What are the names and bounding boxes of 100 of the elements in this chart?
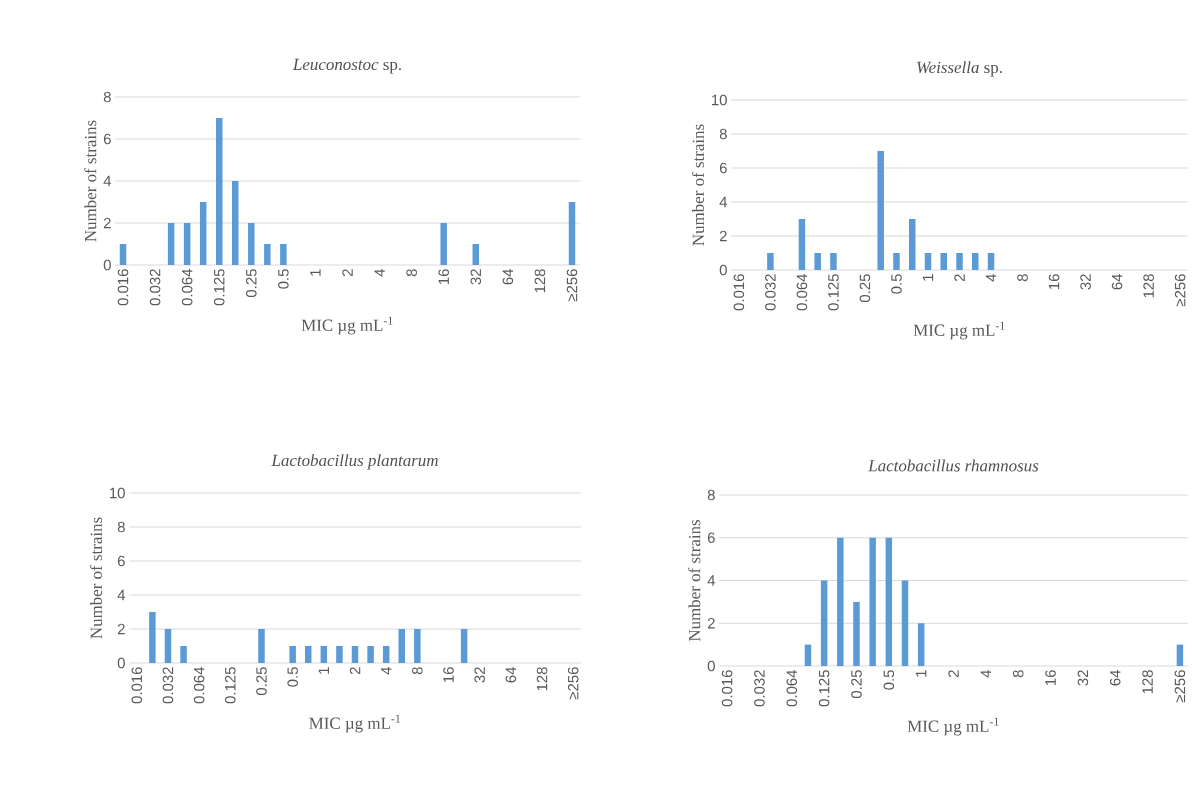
x-tick-label: 128 xyxy=(534,269,546,293)
bar xyxy=(814,252,821,270)
x-tick-label: 4 xyxy=(381,666,392,675)
x-tick-label: 8 xyxy=(1017,274,1028,282)
x-tick-label: 1 xyxy=(310,269,321,276)
bar xyxy=(924,252,932,270)
x-tick-label: 0.125 xyxy=(828,274,839,311)
chart-title: Lactobacillus plantarum xyxy=(271,454,438,470)
x-tick-label: 128 xyxy=(536,667,548,691)
y-tick-label: 8 xyxy=(103,91,111,103)
x-tick-label: 4 xyxy=(985,273,997,282)
x-tick-label: 0.032 xyxy=(754,670,765,707)
y-axis-title: Number of strains xyxy=(89,517,103,639)
x-tick-label: 0.5 xyxy=(287,667,298,687)
x-tick-label: 1 xyxy=(318,667,329,674)
y-tick-label: 2 xyxy=(719,230,727,242)
bar xyxy=(568,201,576,265)
bar xyxy=(767,252,774,270)
x-tick-label: 8 xyxy=(1012,670,1024,678)
bar xyxy=(280,243,287,265)
bar xyxy=(149,612,156,663)
x-tick-label: ≥256 xyxy=(566,269,578,302)
bar xyxy=(167,222,175,265)
x-tick-label: 32 xyxy=(474,667,485,683)
bar xyxy=(798,218,806,270)
y-tick-label: 8 xyxy=(707,489,715,501)
y-tick-label: 6 xyxy=(103,133,111,145)
x-tick-label: 4 xyxy=(980,669,991,678)
x-tick-label: 32 xyxy=(1077,670,1089,686)
bar xyxy=(901,580,909,666)
x-tick-label: 2 xyxy=(954,274,965,282)
x-tick-label: 0.032 xyxy=(149,269,161,306)
bar xyxy=(820,580,828,666)
x-tick-label: 1 xyxy=(916,670,927,677)
bar xyxy=(804,644,812,666)
x-tick-label: 128 xyxy=(1143,274,1154,298)
bar xyxy=(258,629,265,663)
x-tick-label: 64 xyxy=(1111,273,1123,290)
x-tick-label: 0.032 xyxy=(162,667,174,704)
y-tick-label: 10 xyxy=(110,487,125,499)
y-axis-title: Number of strains xyxy=(688,519,701,642)
x-tick-label: ≥256 xyxy=(567,667,579,700)
bar xyxy=(119,243,127,265)
x-tick-label: 0.032 xyxy=(765,274,776,311)
bar xyxy=(336,646,343,663)
x-tick-label: 0.25 xyxy=(256,667,267,696)
x-tick-label: 0.064 xyxy=(796,273,808,311)
x-tick-label: 0.25 xyxy=(246,269,257,298)
bar xyxy=(853,601,860,666)
y-tick-label: 4 xyxy=(117,589,126,601)
y-tick-label: 4 xyxy=(719,196,728,208)
x-tick-label: 0.5 xyxy=(883,670,895,690)
bar xyxy=(215,117,223,265)
x-tick-label: 64 xyxy=(505,666,517,683)
bar xyxy=(398,629,406,663)
bar xyxy=(472,243,480,265)
x-tick-label: 8 xyxy=(412,667,423,675)
bar xyxy=(893,252,900,270)
y-tick-label: 6 xyxy=(719,162,727,174)
x-tick-label: 0.016 xyxy=(733,274,745,311)
x-tick-label: 0.5 xyxy=(891,274,902,294)
bar xyxy=(164,629,172,663)
y-tick-label: 2 xyxy=(103,217,111,229)
y-tick-label: 8 xyxy=(719,128,727,140)
x-tick-label: 0.064 xyxy=(193,666,205,704)
x-tick-label: 0.016 xyxy=(131,667,143,704)
x-axis-title: MIC µg mL$^{-1}$ xyxy=(309,714,401,733)
y-tick-label: 6 xyxy=(117,555,125,567)
bar xyxy=(320,646,328,663)
chart-title: Weissella sp. xyxy=(917,61,1002,77)
bar xyxy=(248,222,255,265)
bar xyxy=(917,623,925,666)
x-tick-label: 0.064 xyxy=(181,268,193,306)
x-tick-label: 16 xyxy=(438,269,449,284)
bar xyxy=(382,646,390,663)
y-tick-label: 0 xyxy=(103,259,111,271)
x-tick-label: 2 xyxy=(349,667,361,675)
bar xyxy=(908,218,916,270)
x-tick-label: 16 xyxy=(443,667,454,682)
y-tick-label: 2 xyxy=(707,618,715,629)
bar xyxy=(956,252,963,270)
x-tick-label: ≥256 xyxy=(1174,670,1186,703)
y-tick-label: 4 xyxy=(103,175,112,187)
x-axis-title: MIC µg mL$^{-1}$ xyxy=(301,316,393,335)
x-tick-label: 8 xyxy=(406,269,417,277)
bar xyxy=(351,646,359,663)
x-tick-label: 16 xyxy=(1045,670,1056,685)
x-tick-label: 0.125 xyxy=(818,670,830,707)
bar xyxy=(460,629,468,663)
bar xyxy=(869,537,876,666)
y-axis-title: Number of strains xyxy=(84,120,97,242)
chart-title: Lactobacillus rhamnosus xyxy=(868,459,1039,472)
x-axis-title: MIC µg mL$^{-1}$ xyxy=(907,717,999,736)
bar xyxy=(264,243,271,265)
x-tick-label: 0.064 xyxy=(786,669,798,707)
x-tick-label: 128 xyxy=(1142,670,1153,694)
y-tick-label: 4 xyxy=(707,575,716,586)
x-tick-label: 2 xyxy=(948,670,959,678)
y-tick-label: 0 xyxy=(707,660,715,672)
x-tick-label: 0.016 xyxy=(721,670,733,707)
